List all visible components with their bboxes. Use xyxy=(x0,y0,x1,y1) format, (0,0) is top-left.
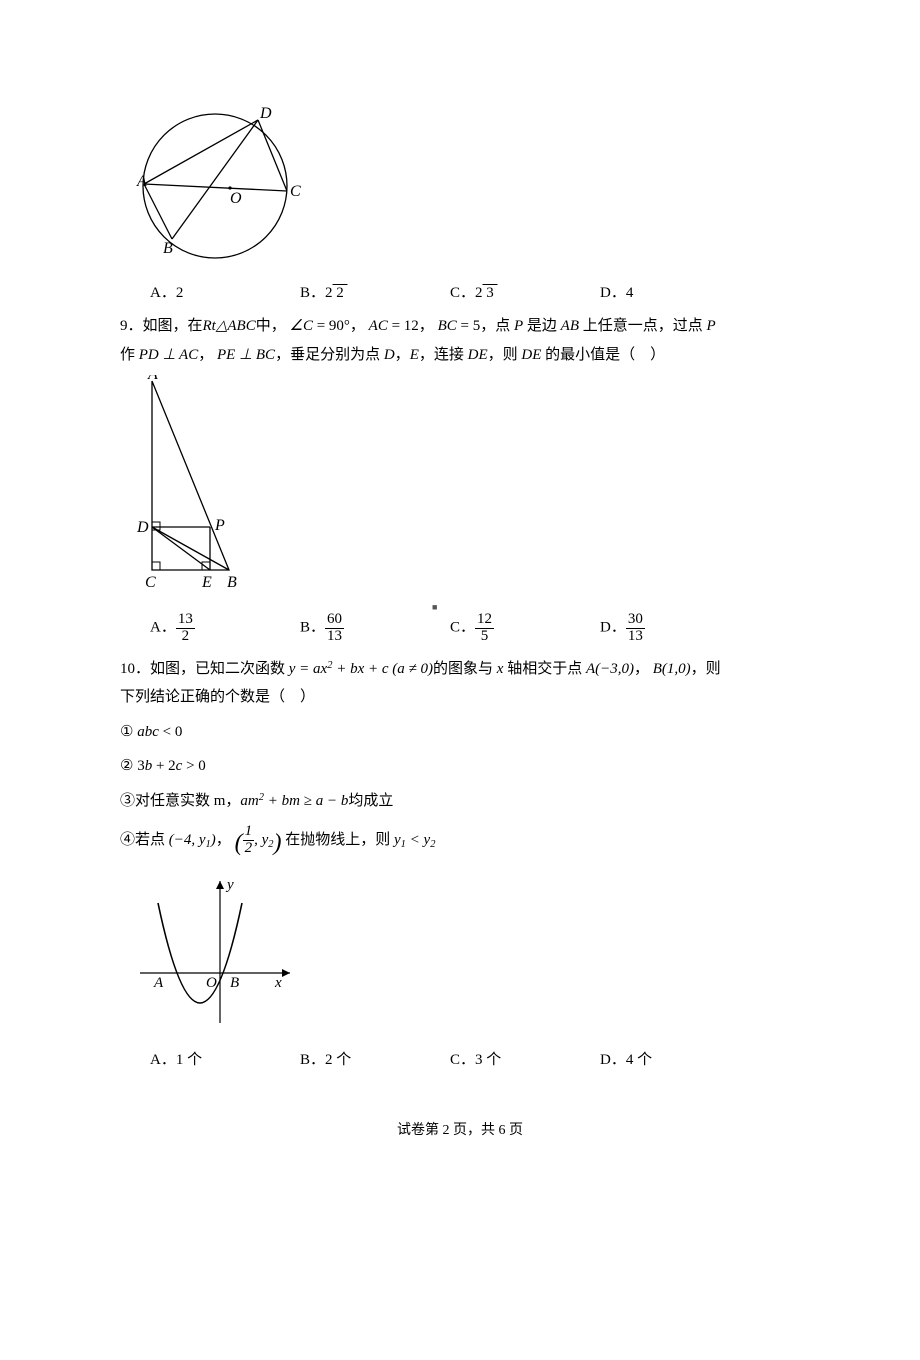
q10-i4c: y1 < y2 xyxy=(394,832,435,848)
svg-text:B: B xyxy=(227,574,237,591)
q10-i4a: ④若点 xyxy=(120,832,165,848)
svg-text:y: y xyxy=(225,877,234,893)
q10-item4: ④若点 (−4, y1)， (12, y2) 在抛物线上，则 y1 < y2 xyxy=(120,821,800,867)
page-footer: 试卷第 2 页，共 6 页 xyxy=(120,1119,800,1139)
q9-opt-C: ■C．125 xyxy=(450,612,600,645)
q10-i4p1: (−4, y1) xyxy=(169,832,216,848)
q10-opt-D: D．4 个 xyxy=(600,1048,750,1069)
q10-i3c: 均成立 xyxy=(348,793,393,809)
q8-label-O: O xyxy=(230,190,242,207)
q9-opt-A: A．132 xyxy=(150,612,300,645)
q9-l2c: ，则 DE 的最小值是（ ） xyxy=(488,347,666,363)
q9-c2: AC xyxy=(369,318,388,334)
q10-pB: B(1,0) xyxy=(653,661,691,677)
svg-text:P: P xyxy=(214,517,225,534)
svg-text:E: E xyxy=(201,574,212,591)
q8-opt-D: D．4 xyxy=(600,281,750,302)
q10-item1: ① abc < 0 xyxy=(120,718,800,747)
q10-opt-B: B．2 个 xyxy=(300,1048,450,1069)
q9-options: A．132 B．6013 ■C．125 D．3013 xyxy=(150,612,800,645)
q10-stem: 10．如图，已知二次函数 y = ax2 + bx + c (a ≠ 0)的图象… xyxy=(120,655,800,712)
q8-options: A．2 B．2 2 C．2 3 D．4 xyxy=(150,281,800,302)
q9-stem: 9．如图，在Rt△ABC中， ∠C = 90°， AC = 12， BC = 5… xyxy=(120,312,800,369)
q9-t1: 9．如图，在 xyxy=(120,318,203,334)
q8-label-A: A xyxy=(136,173,147,190)
q10-figure: A O B x y xyxy=(130,873,800,1038)
q10-i4p2: (12, y2) xyxy=(235,832,282,848)
q10-i3a: ③对任意实数 m， xyxy=(120,793,240,809)
q10-opt-A: A．1 个 xyxy=(150,1048,300,1069)
q9-opt-D: D．3013 xyxy=(600,612,750,645)
q9-l2a: 作 xyxy=(120,347,135,363)
q9-rt: Rt△ABC xyxy=(203,318,256,334)
q10-options: A．1 个 B．2 个 C．3 个 D．4 个 xyxy=(150,1048,800,1069)
q10-i4b: 在抛物线上，则 xyxy=(285,832,390,848)
q8-label-C: C xyxy=(290,183,301,200)
q10-i3b: am2 + bm ≥ a − b xyxy=(240,793,348,809)
svg-text:C: C xyxy=(145,574,156,591)
svg-text:B: B xyxy=(230,975,239,991)
q10-sb: 的图象与 x 轴相交于点 xyxy=(433,661,582,677)
q10-l2: 下列结论正确的个数是（ ） xyxy=(120,689,315,705)
q8-opt-A-val: 2 xyxy=(176,285,184,301)
q8-opt-D-val: 4 xyxy=(626,285,634,301)
q10-opt-C: C．3 个 xyxy=(450,1048,600,1069)
svg-text:D: D xyxy=(136,519,149,536)
svg-text:A: A xyxy=(153,975,164,991)
q10-item3: ③对任意实数 m，am2 + bm ≥ a − b均成立 xyxy=(120,787,800,816)
svg-text:A: A xyxy=(147,375,158,383)
q9-opt-B: B．6013 xyxy=(300,612,450,645)
q9-t2: 中， xyxy=(256,318,286,334)
q9-c3: BC xyxy=(438,318,457,334)
q10-func: y = ax2 + bx + c (a ≠ 0) xyxy=(289,661,433,677)
q10-item2: ② 3b + 2c > 0 xyxy=(120,752,800,781)
q8-opt-C: C．2 3 xyxy=(450,281,600,302)
q10-sa: 10．如图，已知二次函数 xyxy=(120,661,289,677)
q9-figure: A D P C E B xyxy=(130,375,800,602)
q8-opt-B-val: 2 2 xyxy=(325,285,348,301)
q9-c1: ∠C xyxy=(290,318,313,334)
q9-c5: PE ⊥ BC xyxy=(217,347,275,363)
q9-l2b: ，垂足分别为点 D，E，连接 DE xyxy=(275,347,488,363)
q8-label-B: B xyxy=(163,240,173,257)
q8-figure: A B C D O xyxy=(130,106,800,271)
q10-sc: ，则 xyxy=(691,661,721,677)
q10-pA: A(−3,0) xyxy=(586,661,634,677)
q9-t3: ，点 P 是边 AB 上任意一点，过点 P xyxy=(480,318,715,334)
q8-opt-A: A．2 xyxy=(150,281,300,302)
q9-c4: PD ⊥ AC xyxy=(139,347,198,363)
svg-text:x: x xyxy=(274,975,282,991)
q8-label-D: D xyxy=(259,106,272,122)
q8-opt-B: B．2 2 xyxy=(300,281,450,302)
svg-text:O: O xyxy=(206,975,217,991)
q8-opt-C-val: 2 3 xyxy=(475,285,498,301)
